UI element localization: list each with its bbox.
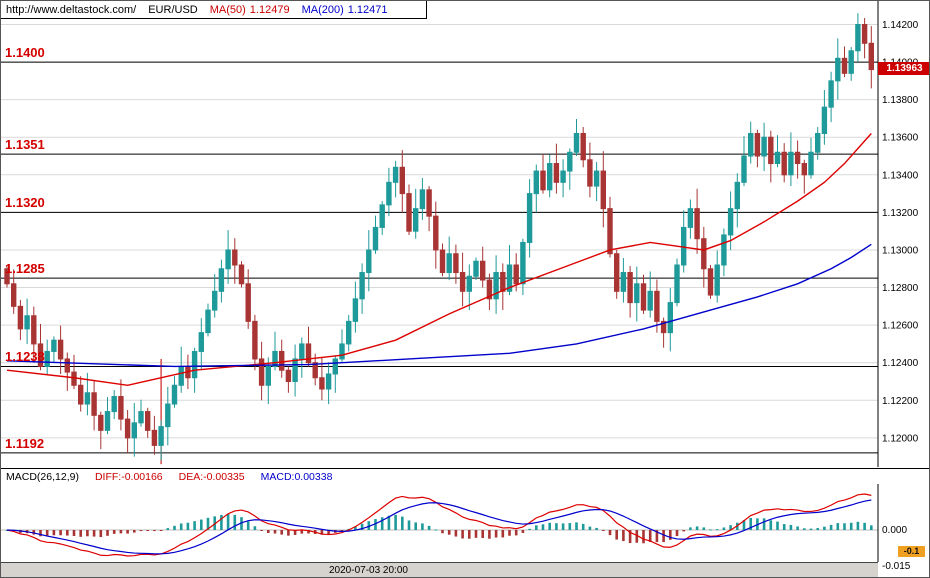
- price-tick-label: 1.13800: [882, 95, 919, 106]
- ma50-legend: MA(50) 1.12479: [210, 4, 290, 16]
- level-label-1.1320: 1.1320: [5, 195, 45, 211]
- price-tick-label: 1.13600: [882, 133, 919, 144]
- macd-value-badge: -0.1: [898, 546, 925, 557]
- site-url-link[interactable]: http://www.deltastock.com/: [6, 3, 137, 16]
- candles-layer: [4, 13, 874, 461]
- macd-dea-line: [6, 499, 872, 555]
- symbol-label: EUR/USD: [148, 3, 198, 16]
- price-tick-label: 1.12400: [882, 358, 919, 369]
- level-label-1.1192: 1.1192: [5, 435, 45, 451]
- chart-header: http://www.deltastock.com/ EUR/USD MA(50…: [1, 1, 427, 19]
- price-tick-label: 1.12000: [882, 433, 919, 444]
- price-chart-canvas[interactable]: 1.142001.140001.138001.136001.134001.132…: [1, 1, 930, 468]
- ma50-line: [6, 133, 872, 386]
- macd-chart-canvas[interactable]: [1, 484, 930, 562]
- macd-diff-line: [6, 493, 872, 557]
- macd-dea-value: DEA:-0.00335: [178, 470, 245, 483]
- price-tick-label: 1.12600: [882, 321, 919, 332]
- ma200-line: [6, 243, 872, 368]
- level-label-1.1238: 1.1238: [5, 349, 45, 365]
- price-tick-label: 1.13000: [882, 245, 919, 256]
- levels-layer: [1, 61, 878, 454]
- price-tick-label: 1.13200: [882, 208, 919, 219]
- macd-macd-value: MACD:0.00338: [260, 470, 333, 483]
- level-label-1.1351: 1.1351: [5, 137, 45, 153]
- macd-histogram: [5, 513, 873, 544]
- macd-header: MACD(26,12,9) DIFF:-0.00166 DEA:-0.00335…: [1, 468, 929, 484]
- ma200-value: 1.12471: [347, 3, 388, 16]
- level-label-1.1400: 1.1400: [5, 45, 45, 61]
- time-axis-strip[interactable]: [1, 562, 878, 577]
- last-price-badge: 1.13963: [878, 62, 929, 76]
- ma200-legend: MA(200) 1.12471: [302, 4, 388, 16]
- macd-diff-value: DIFF:-0.00166: [94, 470, 163, 483]
- price-tick-label: 1.12200: [882, 396, 919, 407]
- level-label-1.1285: 1.1285: [5, 261, 45, 277]
- ma200-label: MA(200): [301, 3, 344, 16]
- price-tick-label: 1.13400: [882, 170, 919, 181]
- ma50-value: 1.12479: [249, 3, 290, 16]
- macd-min-label: -0.015: [882, 561, 911, 572]
- time-axis-date-label: 2020-07-03 20:00: [329, 565, 408, 576]
- macd-zero-label: 0.000: [882, 525, 908, 536]
- moving-averages-layer: [6, 133, 872, 386]
- price-tick-label: 1.12800: [882, 283, 919, 294]
- macd-title: MACD(26,12,9): [6, 470, 79, 483]
- price-tick-label: 1.14200: [882, 20, 919, 31]
- ma50-label: MA(50): [209, 3, 246, 16]
